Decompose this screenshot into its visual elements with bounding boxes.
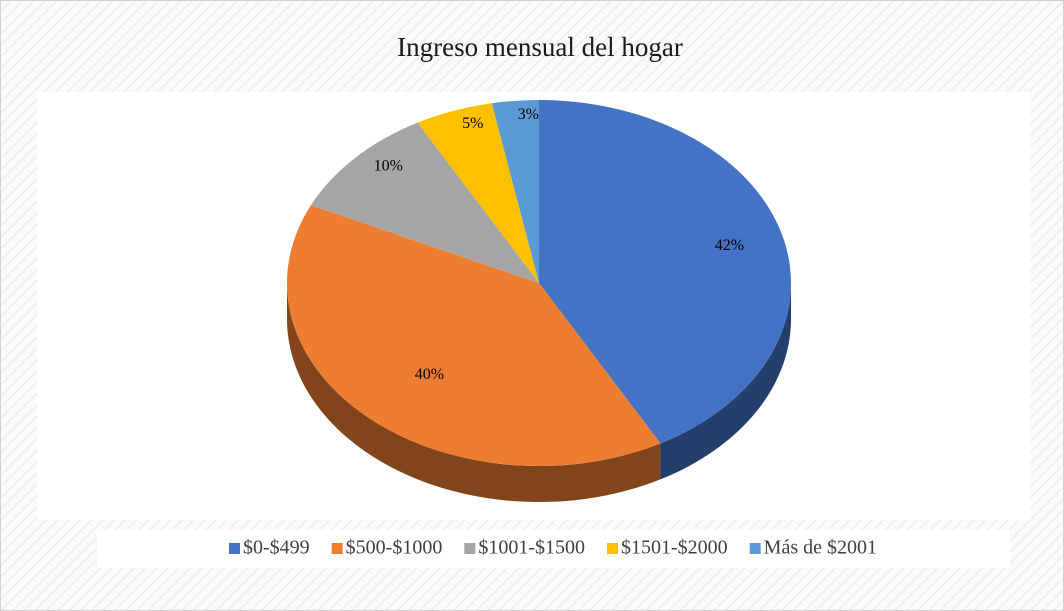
slice [491, 100, 539, 283]
legend-item: $1501-$2000 [607, 537, 728, 559]
legend-swatch [464, 543, 476, 554]
legend-label: Más de $2001 [764, 537, 877, 559]
legend-item: $500-$1000 [331, 537, 443, 559]
data-label: 42% [715, 237, 744, 254]
slice-side [287, 283, 661, 503]
slice [539, 100, 792, 444]
slice [287, 205, 661, 466]
slice [310, 122, 539, 283]
legend-label: $1001-$1500 [478, 537, 585, 559]
legend-label: $0-$499 [243, 537, 310, 559]
slice-side [660, 283, 791, 480]
legend-item: Más de $2001 [749, 537, 877, 559]
data-label: 40% [415, 366, 444, 383]
legend-label: $500-$1000 [346, 537, 443, 559]
data-label: 10% [374, 157, 403, 174]
legend-swatch [228, 543, 240, 554]
slice [417, 103, 539, 284]
legend-box [97, 530, 1010, 568]
legend-swatch [749, 543, 761, 554]
data-label: 5% [462, 115, 483, 132]
legend-swatch [331, 543, 343, 554]
legend-item: $0-$499 [228, 537, 310, 559]
chart-title: Ingreso mensual del hogar [397, 32, 683, 62]
data-label: 3% [518, 106, 539, 123]
legend-label: $1501-$2000 [621, 537, 728, 559]
legend-item: $1001-$1500 [464, 537, 585, 559]
legend-swatch [607, 543, 619, 554]
